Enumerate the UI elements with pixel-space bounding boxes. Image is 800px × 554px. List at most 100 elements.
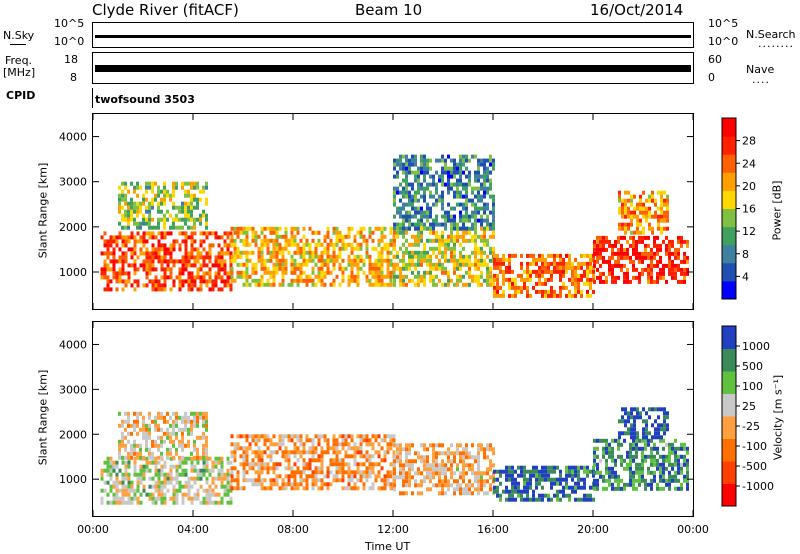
- data-cell: [499, 257, 502, 262]
- data-cell: [377, 278, 381, 283]
- data-cell: [202, 496, 206, 501]
- data-cell: [226, 456, 230, 461]
- data-cell: [435, 274, 438, 279]
- data-cell: [296, 226, 300, 231]
- data-cell: [657, 407, 660, 412]
- data-cell: [636, 230, 639, 235]
- data-cell: [635, 251, 638, 256]
- data-cell: [532, 469, 535, 474]
- data-cell: [148, 181, 151, 186]
- data-cell: [621, 431, 624, 436]
- data-cell: [124, 217, 127, 222]
- data-cell: [426, 487, 429, 492]
- data-cell: [559, 289, 562, 294]
- data-cell: [248, 442, 252, 447]
- nsky-left-tick-top: 10^5: [54, 17, 85, 30]
- data-cell: [311, 442, 315, 447]
- data-cell: [145, 456, 149, 461]
- data-cell: [127, 484, 131, 489]
- data-cell: [290, 450, 294, 455]
- data-cell: [226, 235, 230, 240]
- data-cell: [450, 166, 453, 171]
- data-cell: [429, 222, 432, 227]
- data-cell: [602, 446, 605, 451]
- data-cell: [435, 170, 438, 175]
- data-cell: [483, 162, 486, 167]
- data-cell: [187, 484, 191, 489]
- data-cell: [178, 217, 181, 222]
- data-cell: [392, 234, 396, 239]
- data-cell: [272, 266, 276, 271]
- data-cell: [483, 278, 486, 283]
- data-cell: [112, 255, 116, 260]
- data-cell: [127, 431, 130, 436]
- data-cell: [651, 423, 654, 428]
- data-cell: [632, 263, 635, 268]
- data-cell: [386, 274, 390, 279]
- data-cell: [184, 423, 187, 428]
- data-cell: [621, 222, 624, 227]
- data-cell: [408, 218, 411, 223]
- data-cell: [529, 293, 532, 298]
- y-tick-label: 3000: [59, 176, 87, 189]
- data-cell: [121, 488, 125, 493]
- data-cell: [103, 231, 107, 236]
- data-cell: [574, 293, 577, 298]
- data-cell: [236, 470, 240, 475]
- data-cell: [630, 202, 633, 207]
- data-cell: [133, 472, 137, 477]
- colorbar-tick-label: 24: [742, 157, 756, 170]
- data-cell: [653, 462, 656, 467]
- data-cell: [411, 443, 414, 448]
- data-cell: [341, 238, 345, 243]
- data-cell: [547, 269, 550, 274]
- data-cell: [483, 447, 486, 452]
- data-cell: [223, 231, 227, 236]
- data-cell: [663, 427, 666, 432]
- data-cell: [145, 255, 149, 260]
- data-cell: [444, 162, 447, 167]
- data-cell: [199, 267, 203, 272]
- data-cell: [133, 243, 137, 248]
- data-cell: [426, 262, 429, 267]
- data-cell: [680, 259, 683, 264]
- data-cell: [420, 274, 423, 279]
- data-cell: [517, 481, 520, 486]
- data-cell: [314, 474, 318, 479]
- data-cell: [341, 274, 345, 279]
- data-cell: [311, 470, 315, 475]
- data-cell: [272, 470, 276, 475]
- data-cell: [386, 242, 390, 247]
- data-cell: [492, 222, 495, 227]
- data-cell: [148, 455, 151, 460]
- data-cell: [190, 231, 194, 236]
- data-cell: [226, 283, 230, 288]
- data-cell: [178, 287, 182, 292]
- data-cell: [663, 407, 666, 412]
- data-cell: [166, 209, 169, 214]
- data-cell: [620, 243, 623, 248]
- data-cell: [420, 210, 423, 215]
- data-cell: [608, 271, 611, 276]
- data-cell: [184, 243, 188, 248]
- data-cell: [374, 462, 378, 467]
- data-cell: [151, 455, 154, 460]
- data-cell: [429, 174, 432, 179]
- data-cell: [308, 450, 312, 455]
- data-cell: [435, 198, 438, 203]
- data-cell: [680, 267, 683, 272]
- data-cell: [281, 274, 285, 279]
- data-cell: [187, 201, 190, 206]
- data-cell: [411, 250, 414, 255]
- data-cell: [417, 210, 420, 215]
- data-cell: [632, 486, 635, 491]
- data-cell: [260, 238, 264, 243]
- data-cell: [263, 270, 267, 275]
- data-cell: [417, 178, 420, 183]
- data-cell: [660, 218, 663, 223]
- data-cell: [438, 475, 441, 480]
- data-cell: [589, 277, 592, 282]
- data-cell: [654, 407, 657, 412]
- data-cell: [190, 251, 194, 256]
- data-cell: [172, 431, 175, 436]
